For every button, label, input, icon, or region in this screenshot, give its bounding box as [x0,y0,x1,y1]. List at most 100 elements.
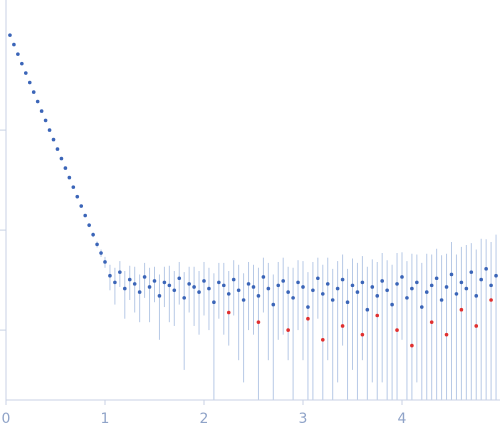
point [27,80,32,85]
point [256,320,261,324]
point [261,275,266,279]
point [197,290,201,294]
point [365,307,370,312]
point [484,267,488,271]
point [320,337,325,342]
point [47,128,52,132]
point [207,286,211,291]
point [55,147,60,151]
point [390,302,394,307]
point [459,307,464,312]
point [429,320,434,324]
point [464,286,469,291]
point [8,33,12,37]
point [182,296,186,300]
point [16,52,20,56]
point [405,296,409,300]
point [35,99,40,104]
point [63,166,68,170]
point [429,283,434,288]
point [281,279,285,283]
point [157,294,162,298]
point [494,273,498,278]
point [108,273,112,278]
point [251,285,256,289]
point [23,71,28,75]
point [226,292,231,296]
point [99,251,103,255]
point [410,343,414,348]
point [395,282,399,286]
point [375,294,380,298]
point [459,280,464,285]
point [59,156,64,161]
point [226,310,231,315]
points [8,33,498,348]
point [103,260,107,264]
point [95,242,99,247]
point [296,280,300,285]
point [192,285,196,289]
point [291,296,295,300]
point [79,204,84,208]
point [236,288,241,293]
point [113,280,117,285]
point [187,282,191,286]
point [320,292,325,296]
point [67,175,72,180]
point [434,276,439,281]
point [231,277,236,282]
point [91,232,95,237]
point [316,276,320,281]
point [51,137,56,142]
error-bars [9,34,497,400]
point [246,282,251,286]
x-tick-label: 0 [2,411,11,427]
point [345,300,350,305]
point [360,332,365,337]
point [449,272,454,277]
point [31,90,36,94]
point [12,42,16,47]
x-tick-label: 4 [398,411,407,427]
point [306,305,310,309]
point [167,283,172,288]
point [419,305,424,309]
point [350,283,355,288]
point [469,270,474,274]
point [330,298,335,302]
point [444,332,449,337]
point [142,275,147,279]
point [340,324,345,328]
point [71,185,76,189]
point [202,279,206,283]
point [221,283,226,288]
point [39,109,44,113]
point [127,277,132,282]
point [385,288,389,293]
point [474,294,479,298]
point [380,279,384,283]
point [286,290,290,294]
point [400,275,404,279]
point [489,298,493,302]
point [325,282,330,286]
point [424,290,429,294]
point [355,290,360,294]
point [375,313,380,318]
point [266,286,271,291]
point [147,285,152,289]
point [286,328,290,332]
axes: 0 1 2 3 4 [0,0,500,427]
point [118,270,122,274]
point [474,324,479,328]
point [137,290,142,294]
point [83,213,87,218]
point [489,283,493,288]
point [152,279,157,283]
point [241,298,246,302]
point [301,285,305,289]
x-tick-label: 1 [101,411,110,427]
point [212,300,216,305]
